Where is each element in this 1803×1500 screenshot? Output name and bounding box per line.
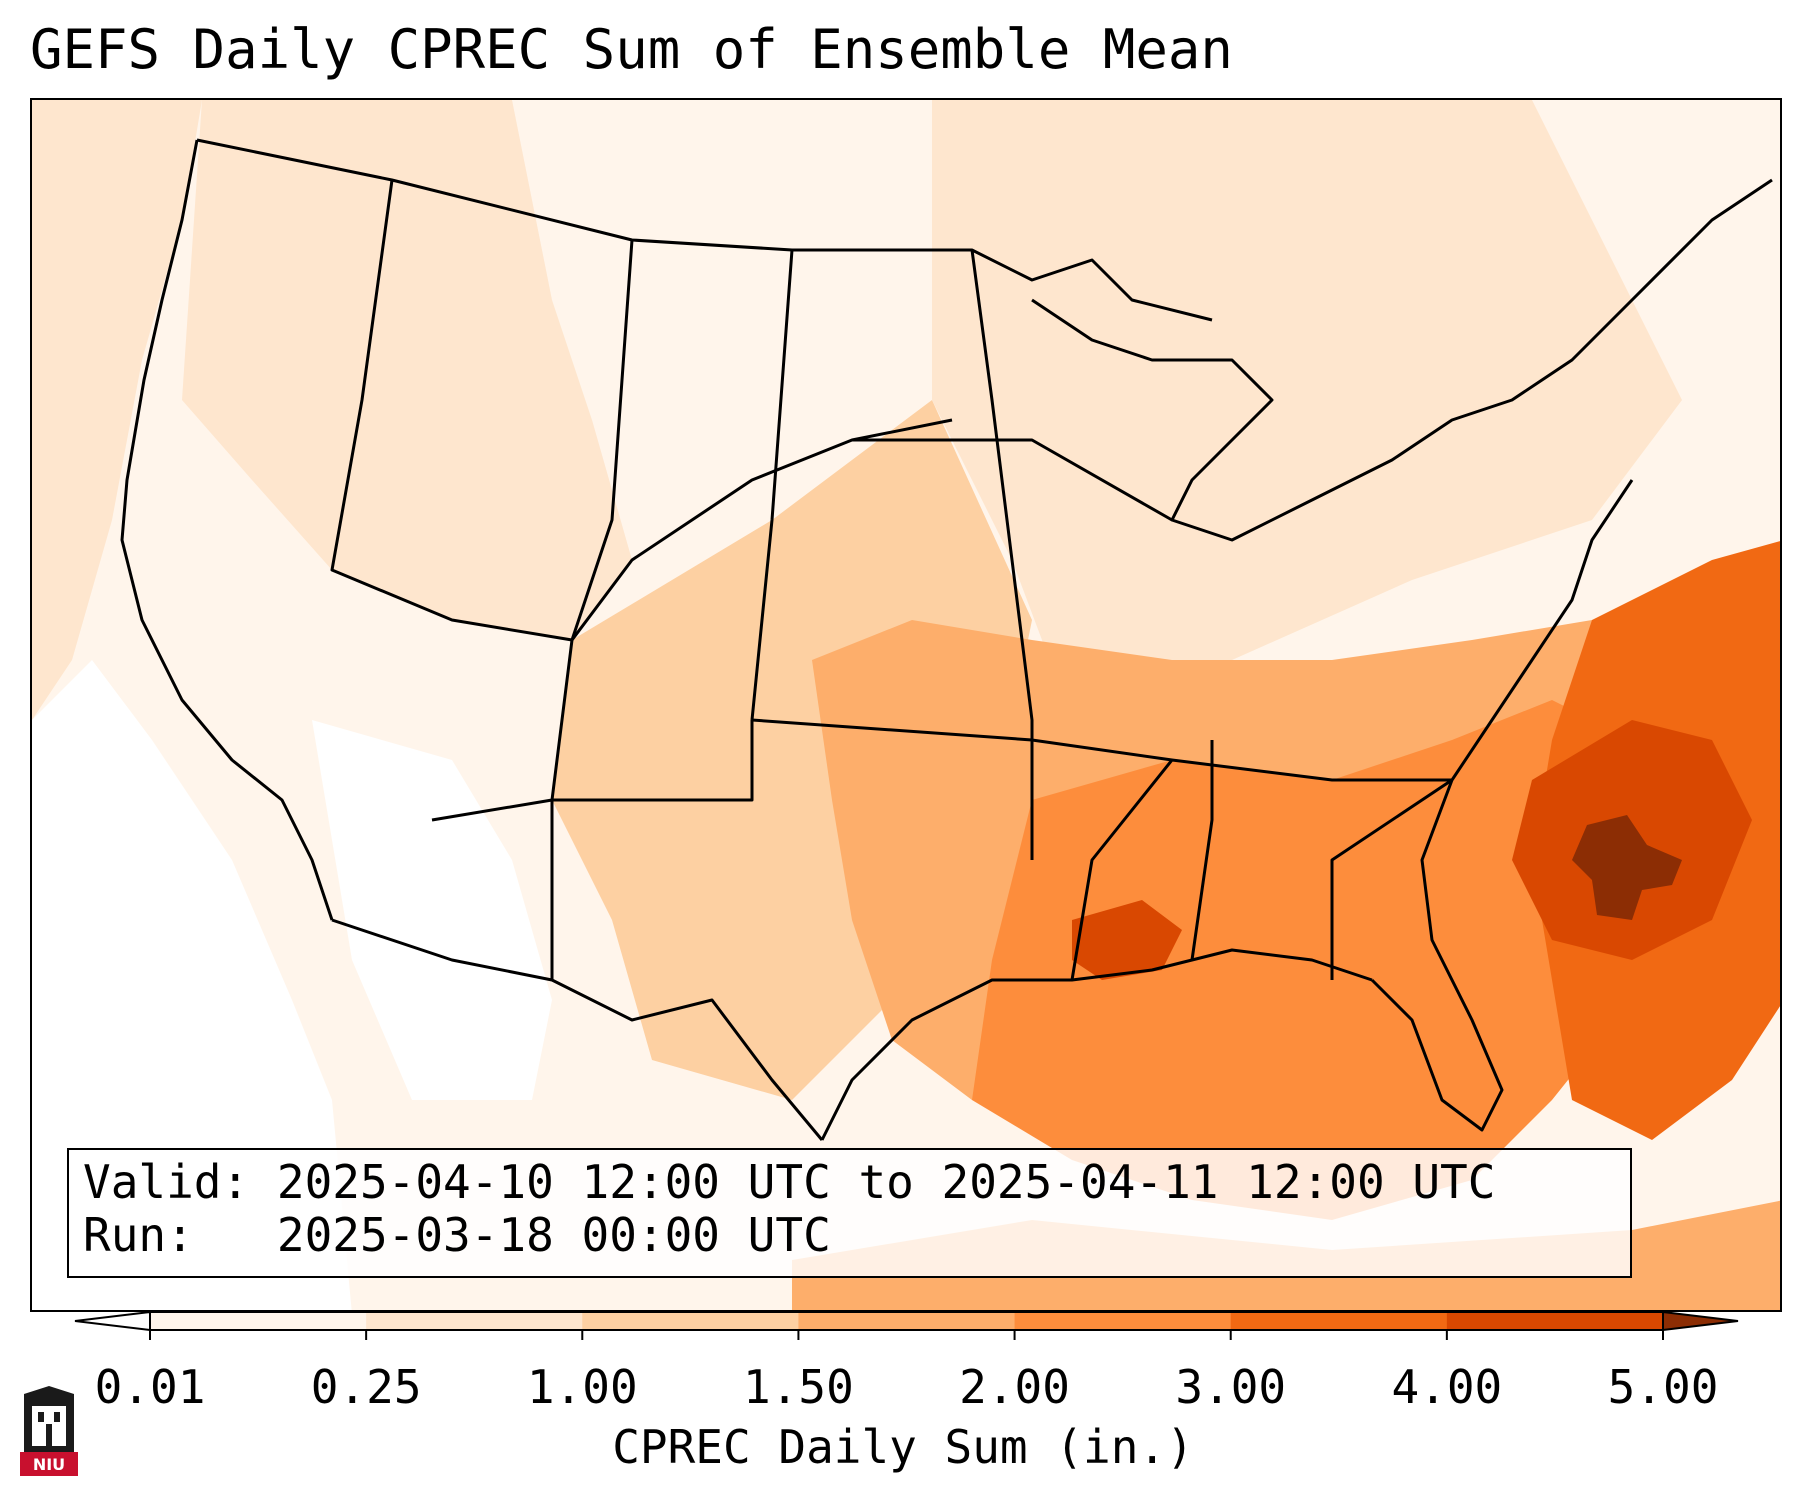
niu-logo: NIU — [20, 1384, 78, 1476]
precip-region-pacific-nw — [32, 100, 202, 720]
colorbar-segment — [366, 1312, 583, 1330]
political-borders — [120, 138, 1773, 1141]
valid-run-info-box: Valid: 2025-04-10 12:00 UTC to 2025-04-1… — [67, 1148, 1632, 1278]
niu-logo-icon — [20, 1386, 78, 1476]
colorbar-label: CPREC Daily Sum (in.) — [612, 1420, 1194, 1474]
precip-region-great-lakes — [932, 100, 1682, 720]
colorbar-segment — [150, 1312, 367, 1330]
run-label: Run: — [83, 1208, 194, 1262]
colorbar-tick-label: 2.00 — [959, 1360, 1070, 1414]
colorbar-segment — [798, 1312, 1016, 1330]
colorbar-extend-high — [1662, 1310, 1739, 1332]
colorbar-tick-label: 1.50 — [743, 1360, 854, 1414]
colorbar-segment — [1230, 1312, 1448, 1330]
precipitation-map — [30, 98, 1782, 1312]
colorbar-outline — [149, 1311, 1664, 1331]
niu-logo-text: NIU — [32, 1455, 66, 1474]
colorbar-tick-label: 0.01 — [94, 1360, 206, 1414]
colorbar — [74, 1310, 1739, 1340]
map-title: GEFS Daily CPREC Sum of Ensemble Mean — [30, 18, 1233, 81]
colorbar-segment — [1014, 1312, 1232, 1330]
precip-region-max-cell — [1572, 815, 1682, 920]
precip-region-louisiana-max — [1072, 900, 1182, 980]
colorbar-extend-low — [74, 1310, 151, 1332]
precip-region-pacific-sw — [32, 660, 352, 1310]
precip-field-and-borders — [32, 100, 1780, 1310]
valid-label: Valid: — [83, 1155, 250, 1209]
valid-value: 2025-04-10 12:00 UTC to 2025-04-11 12:00… — [276, 1155, 1496, 1209]
colorbar-segment — [582, 1312, 799, 1330]
run-value: 2025-03-18 00:00 UTC — [276, 1208, 831, 1262]
precip-region-gulf-southeast — [972, 700, 1672, 1220]
colorbar-tick-label: 4.00 — [1391, 1360, 1503, 1414]
colorbar-tick-label: 1.00 — [526, 1360, 638, 1414]
colorbar-tick-label: 3.00 — [1175, 1360, 1287, 1414]
colorbar-tick-label: 0.25 — [310, 1360, 422, 1414]
colorbar-segment — [1446, 1312, 1664, 1330]
precip-region-southwest-white — [312, 720, 552, 1100]
precip-region-northern-rockies — [182, 100, 632, 640]
colorbar-tick-label: 5.00 — [1607, 1360, 1719, 1414]
